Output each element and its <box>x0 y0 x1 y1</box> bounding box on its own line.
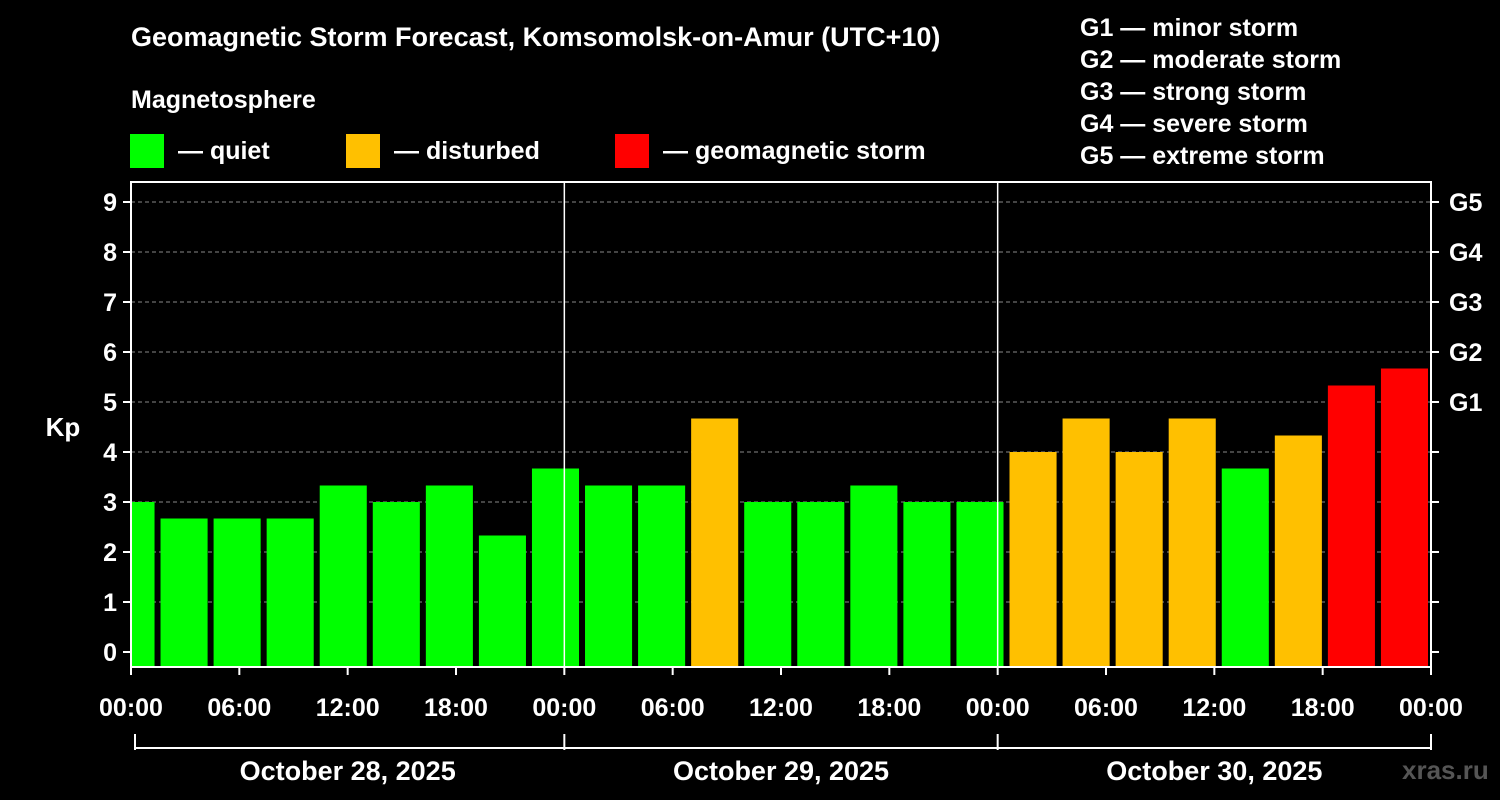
right-tick-label: G2 <box>1449 339 1482 367</box>
x-tick-label: 00:00 <box>99 694 163 722</box>
x-tick-label: 00:00 <box>1399 694 1463 722</box>
date-label: October 29, 2025 <box>673 756 889 786</box>
kp-bar <box>638 485 686 667</box>
kp-bar <box>160 518 208 667</box>
kp-bar <box>478 535 526 667</box>
kp-bar <box>1274 435 1322 667</box>
legend-storm-label: — geomagnetic storm <box>663 136 926 165</box>
legend-disturbed: — disturbed <box>346 134 540 168</box>
chart-title: Geomagnetic Storm Forecast, Komsomolsk-o… <box>131 22 941 52</box>
y-tick-label: 8 <box>103 239 117 267</box>
x-tick-label: 18:00 <box>1291 694 1355 722</box>
legend-storm: — geomagnetic storm <box>615 134 926 168</box>
x-tick-label: 18:00 <box>424 694 488 722</box>
kp-bar <box>425 485 473 667</box>
kp-bar <box>1380 368 1428 667</box>
kp-bar <box>585 485 633 667</box>
y-tick-label: 9 <box>103 189 117 217</box>
y-axis-label: Kp <box>46 412 81 442</box>
y-tick-label: 7 <box>103 289 117 317</box>
x-tick-label: 18:00 <box>857 694 921 722</box>
x-tick-label: 06:00 <box>641 694 705 722</box>
kp-bar <box>213 518 261 667</box>
x-tick-label: 12:00 <box>749 694 813 722</box>
legend-storm-swatch <box>615 134 649 168</box>
kp-bar <box>797 502 845 667</box>
kp-bar <box>744 502 792 667</box>
kp-bar <box>531 468 580 667</box>
right-tick-label: G3 <box>1449 289 1482 317</box>
legend-heading: Magnetosphere <box>131 86 316 114</box>
kp-bar <box>1009 452 1057 667</box>
x-tick-label: 06:00 <box>207 694 271 722</box>
kp-bar <box>1168 418 1216 667</box>
x-tick-label: 00:00 <box>532 694 596 722</box>
watermark: xras.ru <box>1402 755 1489 785</box>
storm-level-g5: G5 — extreme storm <box>1080 142 1325 170</box>
kp-bar <box>131 502 155 667</box>
kp-bar <box>850 485 898 667</box>
x-tick-label: 12:00 <box>1182 694 1246 722</box>
y-tick-label: 2 <box>103 539 117 567</box>
right-tick-label: G1 <box>1449 389 1482 417</box>
storm-level-list: G1 — minor storm G2 — moderate storm G3 … <box>1080 12 1341 172</box>
legend-disturbed-swatch <box>346 134 380 168</box>
y-tick-label: 1 <box>103 589 117 617</box>
storm-level-g4: G4 — severe storm <box>1080 110 1308 138</box>
x-tick-label: 00:00 <box>966 694 1030 722</box>
kp-bar <box>956 502 1004 667</box>
storm-level-g1: G1 — minor storm <box>1080 14 1299 42</box>
y-tick-label: 4 <box>103 439 117 467</box>
right-tick-label: G4 <box>1449 239 1482 267</box>
x-tick-label: 12:00 <box>316 694 380 722</box>
y-tick-label: 0 <box>103 639 117 667</box>
right-tick-label: G5 <box>1449 189 1482 217</box>
kp-bar <box>691 418 739 667</box>
kp-bar <box>1221 468 1269 667</box>
kp-bar <box>1115 452 1163 667</box>
legend-quiet-swatch <box>130 134 164 168</box>
storm-level-g3: G3 — strong storm <box>1080 78 1307 106</box>
kp-bar <box>372 502 420 667</box>
x-tick-label: 06:00 <box>1074 694 1138 722</box>
kp-bar <box>266 518 314 667</box>
kp-bar <box>903 502 951 667</box>
y-tick-label: 3 <box>103 489 117 517</box>
storm-level-g2: G2 — moderate storm <box>1080 46 1342 74</box>
legend-disturbed-label: — disturbed <box>394 136 540 165</box>
date-label: October 30, 2025 <box>1106 756 1322 786</box>
kp-bar <box>319 485 367 667</box>
legend-quiet: — quiet <box>130 134 270 168</box>
y-tick-label: 5 <box>103 389 117 417</box>
date-label: October 28, 2025 <box>240 756 456 786</box>
kp-bar <box>1062 418 1110 667</box>
legend-quiet-label: — quiet <box>178 136 270 165</box>
kp-bar <box>1327 385 1375 667</box>
y-tick-label: 6 <box>103 339 117 367</box>
